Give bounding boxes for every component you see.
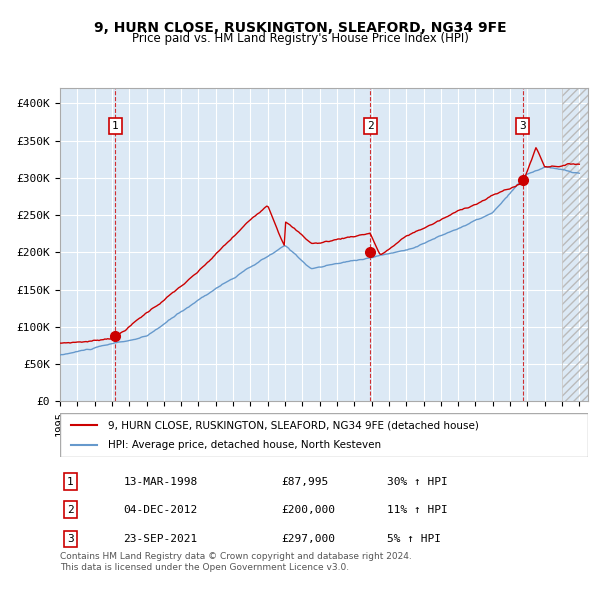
Text: 9, HURN CLOSE, RUSKINGTON, SLEAFORD, NG34 9FE (detached house): 9, HURN CLOSE, RUSKINGTON, SLEAFORD, NG3… <box>107 421 478 430</box>
Text: 5% ↑ HPI: 5% ↑ HPI <box>388 534 442 544</box>
Text: 11% ↑ HPI: 11% ↑ HPI <box>388 505 448 515</box>
Text: 13-MAR-1998: 13-MAR-1998 <box>124 477 197 487</box>
Text: 1: 1 <box>67 477 74 487</box>
FancyBboxPatch shape <box>60 413 588 457</box>
Text: HPI: Average price, detached house, North Kesteven: HPI: Average price, detached house, Nort… <box>107 440 380 450</box>
Text: 2: 2 <box>367 121 374 131</box>
Text: 3: 3 <box>67 534 74 544</box>
Text: 2: 2 <box>67 505 74 515</box>
Text: 30% ↑ HPI: 30% ↑ HPI <box>388 477 448 487</box>
Text: Price paid vs. HM Land Registry's House Price Index (HPI): Price paid vs. HM Land Registry's House … <box>131 32 469 45</box>
Text: 3: 3 <box>520 121 526 131</box>
Text: £297,000: £297,000 <box>282 534 336 544</box>
Text: £87,995: £87,995 <box>282 477 329 487</box>
Text: 23-SEP-2021: 23-SEP-2021 <box>124 534 197 544</box>
Text: Contains HM Land Registry data © Crown copyright and database right 2024.: Contains HM Land Registry data © Crown c… <box>60 552 412 560</box>
Text: 1: 1 <box>112 121 119 131</box>
Text: £200,000: £200,000 <box>282 505 336 515</box>
Text: 9, HURN CLOSE, RUSKINGTON, SLEAFORD, NG34 9FE: 9, HURN CLOSE, RUSKINGTON, SLEAFORD, NG3… <box>94 21 506 35</box>
Text: 04-DEC-2012: 04-DEC-2012 <box>124 505 197 515</box>
Text: This data is licensed under the Open Government Licence v3.0.: This data is licensed under the Open Gov… <box>60 563 349 572</box>
